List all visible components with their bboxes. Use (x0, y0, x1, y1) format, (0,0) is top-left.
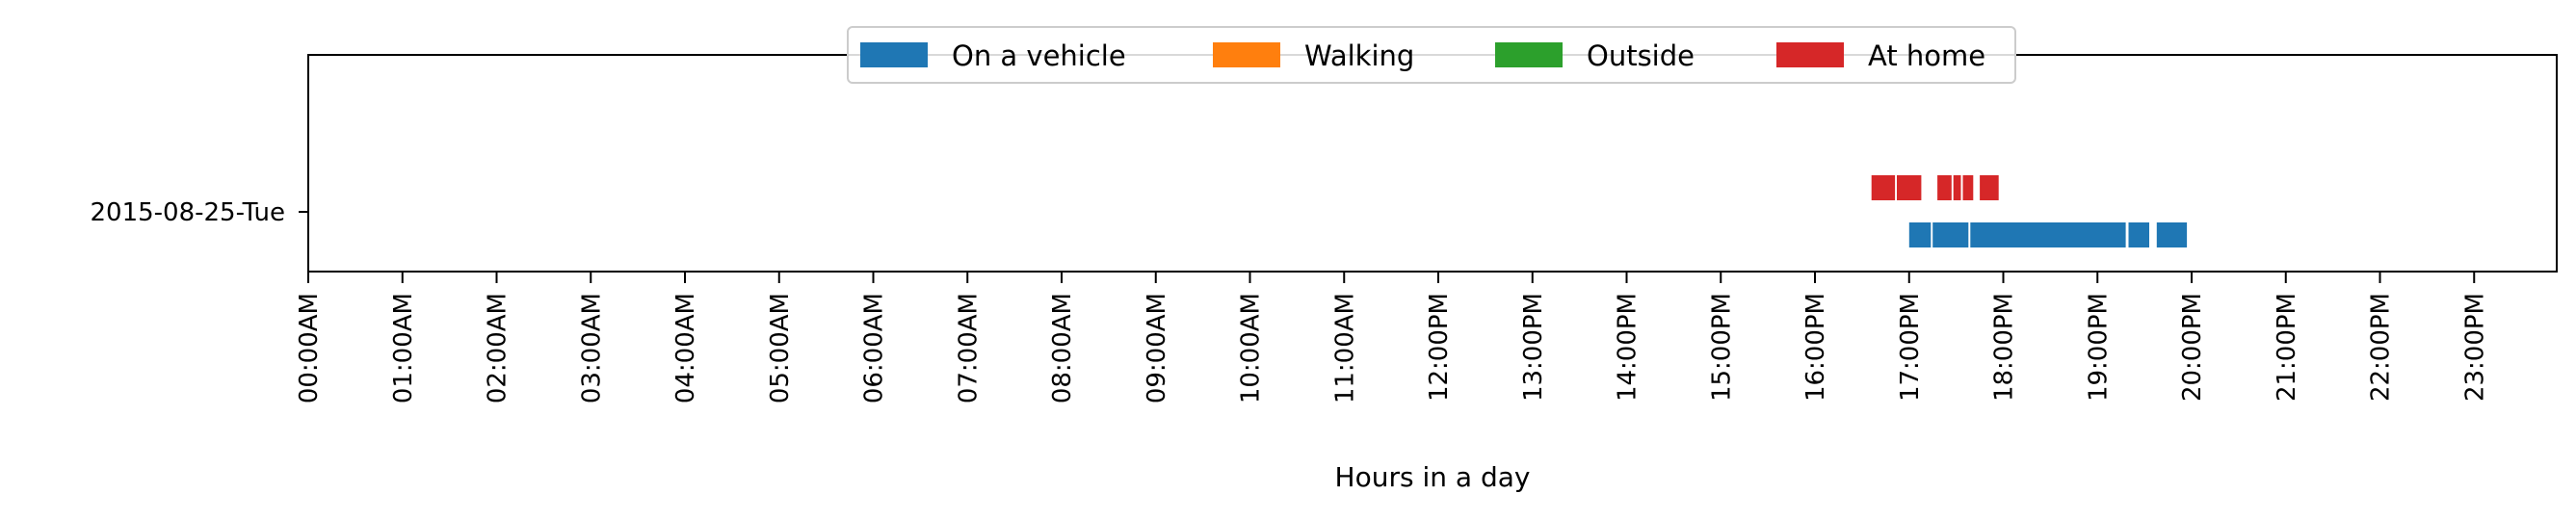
x-axis-label: Hours in a day (1335, 461, 1531, 493)
x-tick-label: 22:00PM (2367, 293, 2396, 402)
legend-swatch-outside (1495, 42, 1563, 67)
x-tick-label: 02:00AM (484, 293, 513, 403)
legend-swatch-at-home (1776, 42, 1844, 67)
legend-swatch-on-a-vehicle (860, 42, 928, 67)
x-tick-label: 00:00AM (295, 293, 324, 403)
bar-on-a-vehicle-3 (2128, 222, 2149, 247)
x-tick-label: 21:00PM (2273, 293, 2301, 402)
x-tick-label: 05:00AM (766, 293, 795, 403)
x-tick-label: 09:00AM (1143, 293, 1171, 403)
x-tick-label: 07:00AM (954, 293, 983, 403)
x-tick-label: 18:00PM (1990, 293, 2019, 402)
x-tick-label: 06:00AM (860, 293, 889, 403)
y-tick-label: 2015-08-25-Tue (90, 198, 285, 227)
x-tick-label: 17:00PM (1896, 293, 1925, 402)
x-tick-label: 11:00AM (1330, 293, 1359, 403)
x-tick-label: 04:00AM (671, 293, 700, 403)
plot-frame (307, 54, 2558, 273)
legend-box (847, 26, 2016, 84)
legend-label-outside: Outside (1587, 39, 1695, 72)
x-tick-label: 16:00PM (1801, 293, 1830, 402)
bar-at-home-5 (1980, 175, 1999, 200)
x-tick-label: 20:00PM (2178, 293, 2207, 402)
legend-label-walking: Walking (1304, 39, 1414, 72)
bar-on-a-vehicle-2 (1970, 222, 2126, 247)
bar-on-a-vehicle-0 (1908, 222, 1932, 247)
bar-at-home-3 (1953, 175, 1961, 200)
legend: On a vehicle Walking Outside At home (847, 26, 2016, 84)
x-tick-label: 13:00PM (1519, 293, 1548, 402)
y-axis: 2015-08-25-Tue (90, 198, 308, 227)
x-tick-label: 10:00AM (1237, 293, 1266, 403)
x-tick-label: 23:00PM (2460, 293, 2489, 402)
x-tick-label: 08:00AM (1048, 293, 1077, 403)
x-tick-label: 12:00PM (1425, 293, 1454, 402)
x-tick-label: 14:00PM (1614, 293, 1643, 402)
legend-swatch-walking (1213, 42, 1280, 67)
x-tick-label: 03:00AM (577, 293, 606, 403)
x-tick-label: 19:00PM (2084, 293, 2113, 402)
bar-at-home-2 (1937, 175, 1952, 200)
x-tick-label: 15:00PM (1707, 293, 1736, 402)
x-tick-label: 01:00AM (389, 293, 418, 403)
bar-at-home-1 (1897, 175, 1922, 200)
bars-layer (1871, 175, 2188, 247)
legend-label-on-a-vehicle: On a vehicle (952, 39, 1126, 72)
bar-on-a-vehicle-1 (1932, 222, 1969, 247)
bar-at-home-0 (1871, 175, 1896, 200)
legend-label-at-home: At home (1868, 39, 1985, 72)
bar-on-a-vehicle-4 (2156, 222, 2188, 247)
x-axis: 00:00AM 01:00AM 02:00AM 03:00AM 04:00AM 05:00… (295, 272, 2489, 403)
bar-at-home-4 (1962, 175, 1974, 200)
